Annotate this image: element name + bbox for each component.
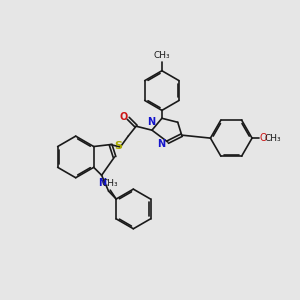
Text: S: S [114, 141, 122, 151]
Text: N: N [99, 178, 107, 188]
Text: O: O [119, 112, 128, 122]
Text: N: N [157, 139, 165, 149]
Text: N: N [147, 117, 155, 127]
Text: CH₃: CH₃ [265, 134, 282, 142]
Text: CH₃: CH₃ [102, 179, 119, 188]
Text: CH₃: CH₃ [154, 51, 170, 60]
Text: O: O [260, 133, 268, 143]
